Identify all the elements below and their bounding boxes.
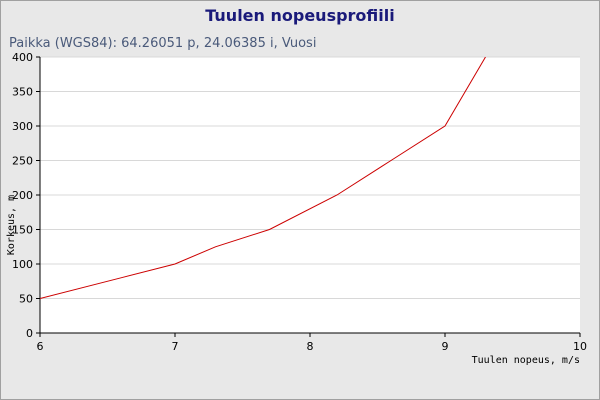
y-tick-label: 100 xyxy=(12,258,33,271)
x-tick-label: 10 xyxy=(573,340,587,353)
chart-subtitle: Paikka (WGS84): 64.26051 p, 24.06385 i, … xyxy=(9,36,317,51)
y-tick-labels: 0 50 100 150 200 250 300 350 400 xyxy=(12,51,33,340)
y-tick-label: 300 xyxy=(12,120,33,133)
x-tick-labels: 6 7 8 9 10 xyxy=(37,340,588,353)
y-tick-label: 350 xyxy=(12,86,33,99)
x-tick-label: 8 xyxy=(307,340,314,353)
y-tick-label: 200 xyxy=(12,189,33,202)
y-tick-label: 250 xyxy=(12,155,33,168)
x-axis-label: Tuulen nopeus, m/s xyxy=(472,355,580,366)
series-line xyxy=(40,57,486,299)
y-axis-label: Korkeus, m xyxy=(6,195,17,255)
axes xyxy=(36,56,581,337)
x-tick-label: 6 xyxy=(37,340,44,353)
x-tick-label: 7 xyxy=(172,340,179,353)
y-tick-label: 150 xyxy=(12,224,33,237)
grid-lines xyxy=(40,56,580,299)
x-tick-label: 9 xyxy=(442,340,449,353)
y-tick-label: 50 xyxy=(19,293,33,306)
chart-title: Tuulen nopeusprofiili xyxy=(205,6,395,25)
series-group xyxy=(40,57,486,299)
y-tick-label: 0 xyxy=(26,327,33,340)
y-tick-label: 400 xyxy=(12,51,33,64)
